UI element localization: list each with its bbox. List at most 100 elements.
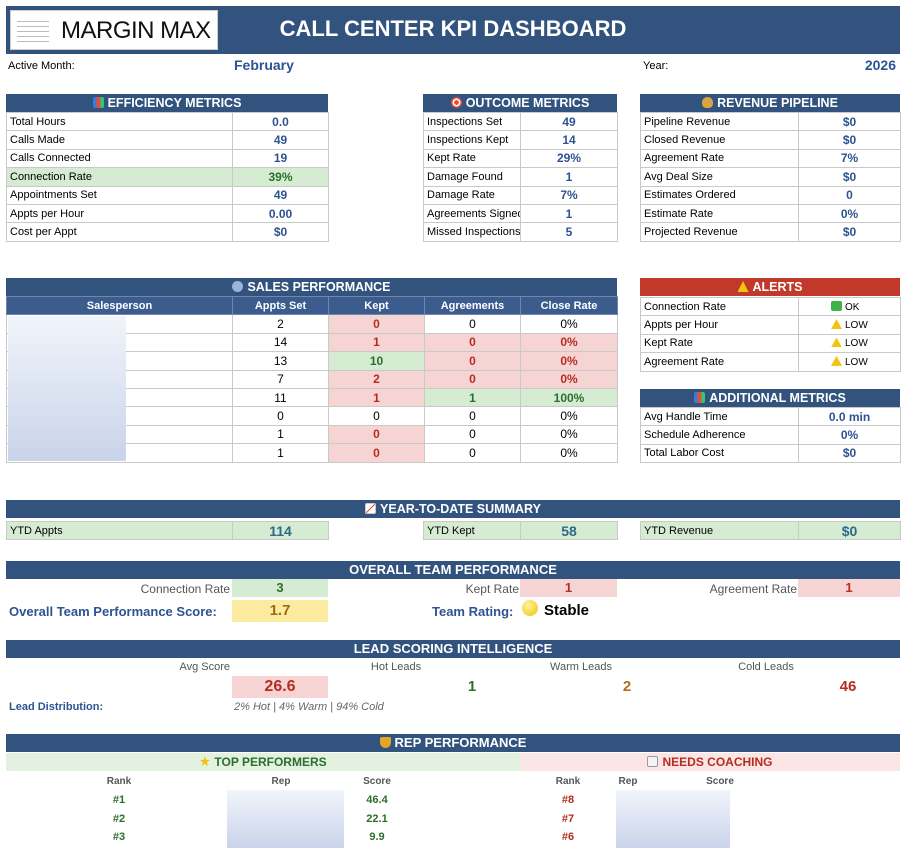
alerts-body: Connection Rate OK Appts per Hour LOW Kept R…: [640, 296, 901, 372]
ytd-revenue-label: YTD Revenue: [640, 520, 799, 541]
team-agreement-label: Agreement Rate: [709, 582, 797, 596]
team-kept-value: 1: [520, 579, 617, 597]
additional-row: Avg Handle Time 0.0 min: [640, 406, 901, 427]
year-label: Year:: [643, 60, 669, 72]
sales-kept: 10: [328, 351, 425, 371]
revenue-label: Pipeline Revenue: [640, 111, 799, 132]
top-score: 46.4: [366, 794, 388, 806]
sales-appts: 1: [232, 424, 329, 445]
sales-column-header[interactable]: Close Rate: [520, 295, 618, 316]
top-rep-header: Rep: [271, 776, 291, 787]
year-value[interactable]: 2026: [864, 57, 896, 73]
warning-icon: [831, 337, 842, 348]
outcome-header: OUTCOME METRICS: [423, 94, 617, 112]
ytd-kept: YTD Kept 58: [423, 520, 618, 541]
additional-label: Schedule Adherence: [640, 425, 799, 445]
sales-agreements: 0: [424, 406, 521, 426]
efficiency-row: Calls Connected 19: [6, 148, 329, 169]
efficiency-label: Calls Connected: [6, 148, 233, 169]
additional-table: Avg Handle Time 0.0 min Schedule Adherence…: [640, 406, 901, 464]
efficiency-header: EFFICIENCY METRICS: [6, 94, 328, 112]
lead-avg-label: Avg Score: [179, 661, 230, 673]
additional-body: Avg Handle Time 0.0 min Schedule Adherence…: [640, 406, 901, 464]
sales-appts: 7: [232, 369, 329, 389]
alert-label: Appts per Hour: [640, 315, 799, 335]
efficiency-label: Connection Rate: [6, 167, 233, 187]
top-rank-header: Rank: [106, 776, 132, 787]
efficiency-value: 49: [232, 130, 329, 150]
outcome-row: Kept Rate 29%: [423, 148, 618, 169]
revenue-label: Closed Revenue: [640, 130, 799, 150]
outcome-value: 14: [520, 130, 618, 150]
yellow-circle-icon: [522, 600, 538, 616]
chart-icon: [694, 392, 706, 403]
active-month-value[interactable]: February: [234, 57, 294, 73]
efficiency-row: Calls Made 49: [6, 130, 329, 150]
efficiency-label: Total Hours: [6, 111, 233, 132]
efficiency-value: 49: [232, 185, 329, 205]
sales-table: Salesperson Appts Set Kept Agreements Close …: [6, 295, 618, 463]
efficiency-label: Appts per Hour: [6, 203, 233, 224]
additional-label: Avg Handle Time: [640, 406, 799, 427]
sales-title: SALES PERFORMANCE: [247, 280, 391, 294]
money-bag-icon: [702, 97, 714, 108]
sales-column-header[interactable]: Salesperson: [6, 295, 233, 316]
additional-row: Schedule Adherence 0%: [640, 425, 901, 445]
outcome-value: 29%: [520, 148, 618, 169]
outcome-label: Damage Rate: [423, 185, 521, 205]
alert-status-cell: LOW: [798, 333, 901, 354]
coach-rep-names-redacted: [616, 790, 730, 848]
needs-coaching-title: NEEDS COACHING: [662, 755, 773, 769]
lead-distribution-value: 2% Hot | 4% Warm | 94% Cold: [234, 701, 384, 713]
top-rank: #3: [112, 831, 126, 843]
team-score-value: 1.7: [232, 600, 328, 622]
revenue-label: Estimate Rate: [640, 203, 799, 224]
ytd-kept-value: 58: [520, 520, 618, 541]
sales-appts: 2: [232, 314, 329, 334]
outcome-table: Inspections Set 49 Inspections Kept 14 Kept …: [423, 111, 618, 242]
efficiency-value: 0.00: [232, 203, 329, 224]
check-mark-icon: [831, 300, 842, 311]
outcome-title: OUTCOME METRICS: [465, 96, 590, 110]
outcome-label: Inspections Set: [423, 111, 521, 132]
efficiency-value: 39%: [232, 167, 329, 187]
revenue-value: $0: [798, 111, 901, 132]
people-icon: [232, 281, 244, 292]
team-connection-value: 3: [232, 579, 328, 597]
ytd-appts-value: 114: [232, 520, 329, 541]
notepad-icon: [647, 756, 659, 767]
outcome-value: 49: [520, 111, 618, 132]
rep-title: REP PERFORMANCE: [394, 735, 527, 750]
alert-row: Kept Rate LOW: [640, 333, 901, 354]
team-agreement-value: 1: [798, 579, 900, 597]
revenue-value: $0: [798, 130, 901, 150]
sales-appts: 1: [232, 443, 329, 463]
outcome-label: Damage Found: [423, 167, 521, 187]
alert-label: Agreement Rate: [640, 352, 799, 372]
sales-column-header[interactable]: Agreements: [424, 295, 521, 316]
lead-cold-value: 46: [839, 678, 857, 695]
revenue-row: Pipeline Revenue $0: [640, 111, 901, 132]
sales-kept: 2: [328, 369, 425, 389]
sales-row: 7 2 0 0%: [6, 369, 618, 389]
additional-value: $0: [798, 443, 901, 464]
sales-agreements: 0: [424, 424, 521, 445]
revenue-header: REVENUE PIPELINE: [640, 94, 900, 112]
outcome-value: 1: [520, 203, 618, 224]
warning-icon: [831, 319, 842, 330]
sales-column-header[interactable]: Appts Set: [232, 295, 329, 316]
revenue-row: Estimates Ordered 0: [640, 185, 901, 205]
lead-hot-label: Hot Leads: [370, 661, 422, 673]
coach-rep-header: Rep: [618, 776, 638, 787]
alerts-header: ALERTS: [640, 278, 900, 296]
revenue-value: $0: [798, 167, 901, 187]
top-score: 22.1: [366, 812, 388, 825]
sales-column-header[interactable]: Kept: [328, 295, 425, 316]
outcome-value: 1: [520, 167, 618, 187]
additional-row: Total Labor Cost $0: [640, 443, 901, 464]
lead-distribution-label: Lead Distribution:: [9, 701, 104, 713]
sales-appts: 0: [232, 406, 329, 426]
efficiency-body: Total Hours 0.0 Calls Made 49 Calls Connecte…: [6, 111, 329, 242]
sales-agreements: 0: [424, 351, 521, 371]
alert-status-cell: LOW: [798, 352, 901, 372]
